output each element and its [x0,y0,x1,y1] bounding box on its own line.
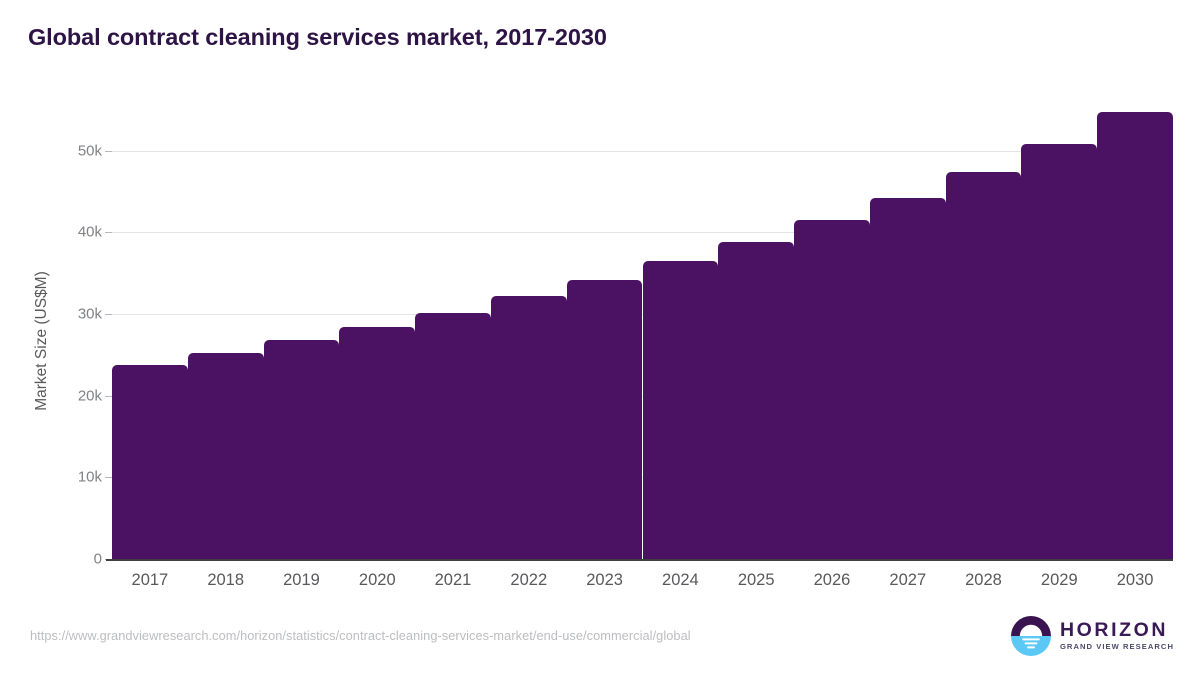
bar-slot-0 [112,0,188,675]
xtick-label-11: 2028 [965,571,1002,589]
bar[interactable] [112,364,188,559]
xtick-label-12: 2029 [1040,571,1078,589]
ytick-mark-40k [105,232,112,233]
bar[interactable] [718,241,795,559]
bar-slot-4 [415,0,491,675]
bar-slot-3 [339,0,416,675]
bar-slot-13 [1097,0,1173,675]
ytick-label-20k: 20k [77,387,102,405]
xtick-label-13: 2030 [1116,571,1154,589]
xtick-label-4: 2021 [434,571,472,589]
logo-words: HORIZON GRAND VIEW RESEARCH [1059,618,1174,652]
xtick-label-3: 2020 [358,571,396,589]
logo-name: HORIZON [1059,618,1169,641]
xtick-label-9: 2026 [813,571,851,589]
ytick-mark-10k [105,477,112,478]
bar[interactable] [1097,111,1173,559]
horizon-logo-icon [1010,616,1051,656]
brand-logo[interactable]: HORIZON GRAND VIEW RESEARCH [1010,616,1174,656]
bar-slot-8 [718,0,795,675]
bar-slot-12 [1021,0,1098,675]
bar[interactable] [339,327,416,559]
bar[interactable] [415,312,491,559]
bar-slot-10 [869,0,946,675]
bar[interactable] [490,296,567,559]
bar[interactable] [263,339,340,559]
bar-slot-6 [566,0,643,675]
bar[interactable] [1021,143,1098,559]
source-url[interactable]: https://www.grandviewresearch.com/horizo… [30,628,691,643]
y-axis-title: Market Size (US$M) [33,271,50,411]
bars-layer [112,0,1173,675]
gridline-40k [112,232,1173,233]
bar-slot-2 [263,0,340,675]
gridline-50k [112,151,1173,152]
ytick-label-0: 0 [93,550,102,568]
ytick-label-30k: 30k [77,305,102,323]
ytick-label-50k: 50k [77,142,102,160]
ytick-mark-30k [105,314,112,315]
xtick-label-10: 2027 [889,571,927,589]
bar[interactable] [794,220,870,559]
xtick-label-0: 2017 [131,571,169,589]
bar-slot-1 [187,0,264,675]
chart-title: Global contract cleaning services market… [28,24,607,50]
bar[interactable] [187,353,264,559]
ytick-mark-20k [105,396,112,397]
xtick-label-1: 2018 [207,571,245,589]
xtick-label-8: 2025 [737,571,775,589]
bar[interactable] [642,261,719,559]
xtick-label-5: 2022 [510,571,548,589]
xtick-label-2: 2019 [283,571,320,589]
xtick-label-6: 2023 [586,571,623,589]
x-axis-baseline [106,559,1173,561]
bar[interactable] [945,172,1022,559]
bar-slot-5 [490,0,567,675]
xtick-label-7: 2024 [662,571,699,589]
bar[interactable] [566,279,643,559]
bar[interactable] [869,197,946,559]
ytick-mark-50k [105,151,112,152]
bar-slot-7 [642,0,719,675]
bar-slot-11 [945,0,1022,675]
ytick-label-40k: 40k [77,223,102,241]
bar-slot-9 [794,0,870,675]
ytick-label-10k: 10k [77,468,102,486]
logo-tagline: GRAND VIEW RESEARCH [1059,642,1174,652]
